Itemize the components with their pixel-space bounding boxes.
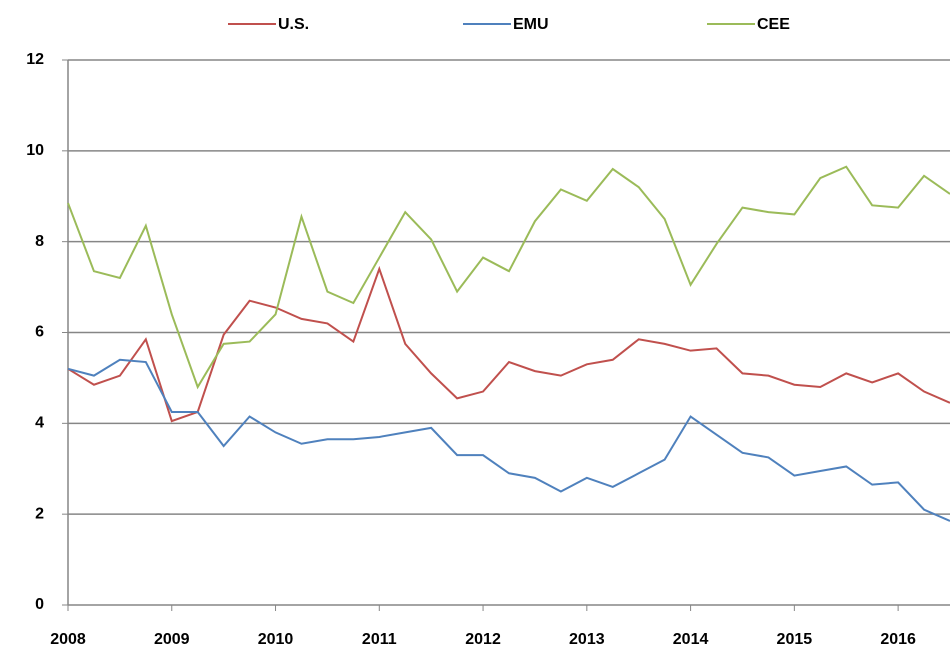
y-tick-label: 12: [26, 51, 44, 68]
y-tick-label: 6: [35, 324, 44, 341]
series-line: [67, 358, 950, 522]
series-line: [67, 165, 950, 390]
legend-label: EMU: [513, 16, 549, 33]
x-tick-label: 2013: [569, 631, 605, 648]
x-tick-label: 2008: [50, 631, 86, 648]
series-line: [67, 265, 950, 423]
x-tick-label: 2014: [673, 631, 709, 648]
y-tick-label: 0: [35, 596, 44, 613]
y-tick-label: 4: [35, 415, 44, 432]
x-tick-label: 2009: [154, 631, 190, 648]
y-tick-label: 10: [26, 142, 44, 159]
x-tick-label: 2012: [465, 631, 501, 648]
y-tick-label: 8: [35, 233, 44, 250]
x-tick-label: 2010: [258, 631, 294, 648]
y-tick-label: 2: [35, 505, 44, 522]
x-tick-label: 2015: [777, 631, 813, 648]
legend-label: U.S.: [278, 16, 309, 33]
x-tick-label: 2016: [880, 631, 916, 648]
x-tick-label: 2011: [362, 631, 397, 648]
legend-label: CEE: [757, 16, 790, 33]
